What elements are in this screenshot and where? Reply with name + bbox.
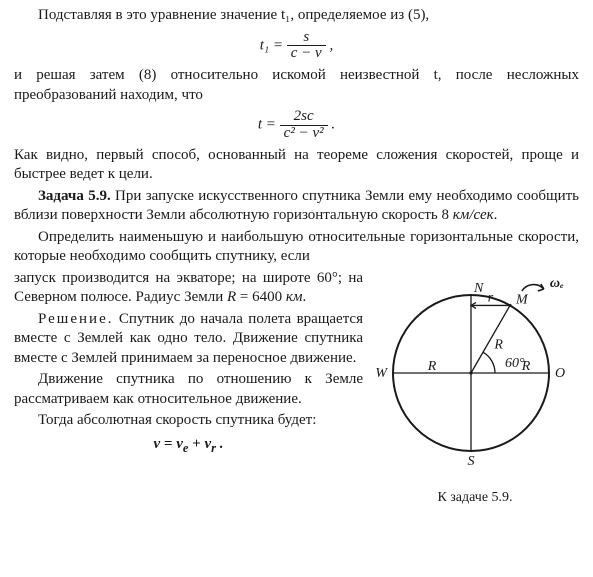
svg-text:N: N <box>473 281 484 296</box>
svg-text:R: R <box>427 359 437 374</box>
left-column: запуск производится на экваторе; на широ… <box>14 269 363 460</box>
t: Определить наименьшую и наибольшую относ… <box>14 229 579 265</box>
t: Тогда абсолютная скорость спутника будет… <box>38 412 316 428</box>
t: запуск производится на экваторе; на широ… <box>14 270 363 306</box>
problem-statement: Задача 5.9. При запуске искусственного с… <box>14 187 579 226</box>
period: . <box>494 207 498 223</box>
para-1: Подставляя в это уравнение значение t₁, … <box>14 6 579 26</box>
f1-tail: , <box>326 37 334 53</box>
solution-label: Решение. <box>38 311 113 327</box>
R-var: R <box>227 289 236 305</box>
svg-text:r: r <box>488 290 494 305</box>
svg-text:W: W <box>375 366 388 381</box>
two-column: запуск производится на экваторе; на широ… <box>14 269 579 508</box>
t: Подставляя в это уравнение значение t₁, … <box>38 7 429 23</box>
t: и решая затем (8) относительно искомой н… <box>14 67 579 103</box>
svg-text:R: R <box>493 337 503 352</box>
para-5: Определить наименьшую и наибольшую относ… <box>14 228 579 267</box>
svg-text:M: M <box>515 292 529 307</box>
para-7: Решение. Спутник до начала полета вращае… <box>14 310 363 369</box>
svg-text:S: S <box>468 454 475 469</box>
t: Движение спутника по отношению к Земле р… <box>14 371 363 407</box>
t: . <box>302 289 306 305</box>
t: Как видно, первый способ, основанный на … <box>14 147 579 183</box>
svg-text:O: O <box>555 366 565 381</box>
formula-1: t₁ = s c − v , <box>14 30 579 63</box>
t: = 6400 <box>236 289 286 305</box>
para-2: и решая затем (8) относительно искомой н… <box>14 66 579 105</box>
f1-lhs: t₁ = <box>260 37 283 53</box>
diagram-globe: NSWOMRRRr60°ωₑ <box>371 269 579 481</box>
svg-text:ωₑ: ωₑ <box>550 276 564 291</box>
figure-caption: К задаче 5.9. <box>371 489 579 507</box>
f1-den: c − v <box>287 46 326 62</box>
f3: v = ve + vr . <box>153 436 223 452</box>
f1-frac: s c − v <box>287 30 326 63</box>
f2-lhs: t = <box>258 117 276 133</box>
f2-num: 2sc <box>280 109 328 126</box>
para-6: запуск производится на экваторе; на широ… <box>14 269 363 308</box>
f2-tail: . <box>328 117 336 133</box>
svg-text:60°: 60° <box>505 356 525 371</box>
f1-num: s <box>287 30 326 47</box>
problem-label: Задача 5.9. <box>38 188 111 204</box>
f2-frac: 2sc c² − v² <box>280 109 328 142</box>
para-3: Как видно, первый способ, основанный на … <box>14 146 579 185</box>
para-8: Движение спутника по отношению к Земле р… <box>14 370 363 409</box>
f2-den: c² − v² <box>280 126 328 142</box>
units: км/сек <box>453 207 494 223</box>
formula-3: v = ve + vr . <box>14 435 363 456</box>
km: км <box>286 289 303 305</box>
para-9: Тогда абсолютная скорость спутника будет… <box>14 411 363 431</box>
formula-2: t = 2sc c² − v² . <box>14 109 579 142</box>
right-column: NSWOMRRRr60°ωₑ К задаче 5.9. <box>371 269 579 508</box>
